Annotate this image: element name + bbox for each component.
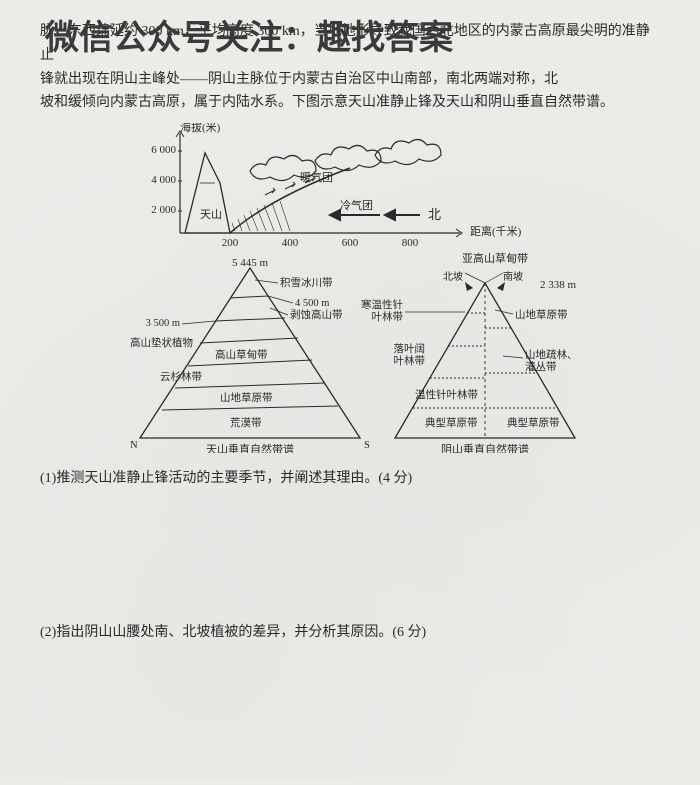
intro-text: 微信公众号关注：趣找答案 脉，东西绵延约 300 km，平均高度 300 km，… — [40, 20, 660, 115]
ytick-4000: 4 000 — [151, 174, 176, 186]
ys-r1b: 灌丛带 — [525, 361, 557, 373]
yinshan-peak: 2 338 m — [540, 279, 577, 291]
answer-space-1 — [40, 491, 660, 611]
ys-l1b: 叶林带 — [394, 354, 426, 367]
north-label: 北 — [428, 207, 441, 222]
tianshan-peak: 5 445 m — [232, 257, 269, 269]
intro-line-2: 锋就出现在阴山主峰处——阴山主脉位于内蒙古自治区中山南部，南北两端对称，北 — [40, 68, 660, 92]
ys-r0: 山地草原带 — [515, 308, 568, 321]
tianshan-4500: 4 500 m — [295, 298, 329, 309]
yinshan-sslope: 南坡 — [503, 270, 523, 283]
ys-l0b: 叶林带 — [372, 310, 404, 323]
tianshan-n: N — [130, 440, 138, 451]
geography-diagram-svg: 海拔(米) 6 000 4 000 2 000 200 400 600 800 … — [110, 123, 590, 453]
ys-l2: 温性针叶林带 — [415, 388, 478, 401]
xtick-600: 600 — [342, 237, 359, 249]
cold-air-label: 冷气团 — [340, 198, 373, 212]
figure-area: 海拔(米) 6 000 4 000 2 000 200 400 600 800 … — [40, 123, 660, 453]
yinshan-title: 亚高山草甸带 — [462, 251, 528, 265]
yinshan-nslope: 北坡 — [443, 270, 463, 283]
ys-l1a: 落叶阔 — [394, 342, 426, 355]
ys-r2: 典型草原带 — [507, 416, 560, 429]
ts-band-3: 高山草甸带 — [215, 348, 268, 361]
ts-band-1: 剥蚀高山带 — [290, 308, 343, 321]
xtick-200: 200 — [222, 237, 239, 249]
xtick-400: 400 — [282, 237, 299, 249]
tianshan-s: S — [364, 440, 370, 451]
yinshan-caption: 阴山垂直自然带谱 — [441, 442, 529, 453]
ts-band-5: 山地草原带 — [220, 391, 273, 404]
ys-l0a: 寒温性针 — [361, 298, 403, 311]
tianshan-caption: 天山垂直自然带谱 — [206, 442, 294, 453]
ytick-6000: 6 000 — [151, 144, 176, 156]
x-axis-label: 距离(千米) — [470, 224, 522, 238]
ts-band-2: 高山垫状植物 — [130, 336, 193, 349]
ytick-2000: 2 000 — [151, 204, 176, 216]
xtick-800: 800 — [402, 237, 419, 249]
intro-line-3: 坡和缓倾向内蒙古高原，属于内陆水系。下图示意天山准静止锋及天山和阴山垂直自然带谱… — [40, 91, 660, 115]
ys-r1a: 山地疏林、 — [525, 348, 578, 361]
ts-band-0: 积雪冰川带 — [280, 276, 333, 289]
question-1: (1)推测天山准静止锋活动的主要季节，并阐述其理由。(4 分) — [40, 467, 660, 491]
ts-band-6: 荒漠带 — [230, 417, 262, 429]
ys-l3: 典型草原带 — [425, 416, 478, 429]
y-axis-label: 海拔(米) — [180, 123, 221, 134]
answer-space-2 — [40, 645, 660, 765]
ts-band-4: 云杉林带 — [160, 370, 202, 383]
mountain-label: 天山 — [200, 208, 222, 221]
question-2: (2)指出阴山山腰处南、北坡植被的差异，并分析其原因。(6 分) — [40, 621, 660, 645]
warm-air-label: 暖气团 — [300, 170, 333, 184]
tianshan-3500: 3 500 m — [146, 318, 180, 329]
watermark-text: 微信公众号关注：趣找答案 — [45, 10, 453, 68]
